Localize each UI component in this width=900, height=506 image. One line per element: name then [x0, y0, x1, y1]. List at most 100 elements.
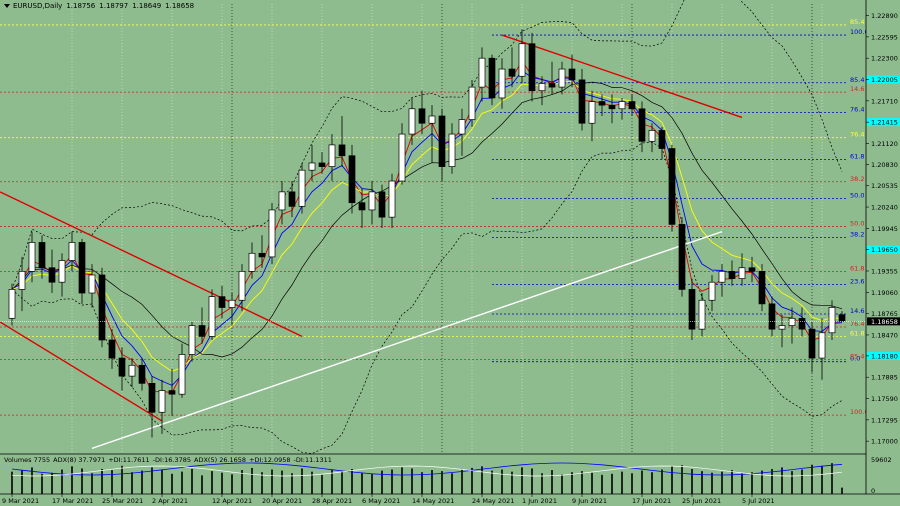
candle-body [408, 108, 416, 135]
white-trendline [91, 230, 723, 450]
candle-body [178, 354, 186, 395]
plus-di-label: +DI:11.7611 [108, 456, 150, 464]
di-line [11, 465, 843, 477]
price-tick-label: 1.22595 [871, 33, 898, 41]
time-tick-label: 20 Apr 2021 [262, 497, 302, 505]
candle-body [348, 155, 356, 204]
price-tick-label: 1.19945 [871, 225, 898, 233]
candle-body [638, 108, 646, 142]
candle-body [838, 314, 846, 322]
fib-level-label: 14.6 [850, 307, 864, 315]
volumes-label: Volumes 7755 [4, 456, 51, 464]
red-trendline-lower [0, 321, 163, 422]
candle-body [38, 242, 46, 269]
open-value: 1.18756 [66, 2, 96, 10]
fib-level-label: 100.0 [850, 28, 869, 36]
fib-level-label: 50.0 [850, 191, 864, 199]
fib-level-label: 85.4 [850, 18, 864, 26]
fib-level-label: 61.8 [850, 329, 864, 337]
price-tick-label: 1.20535 [871, 182, 898, 190]
current-price-box [867, 317, 900, 326]
price-tick-label: 1.18470 [871, 331, 898, 339]
time-tick-label: 25 Jun 2021 [682, 497, 721, 505]
price-tick-label: 1.19355 [871, 267, 898, 275]
candle-body [138, 364, 146, 384]
bollinger-upper [11, 0, 843, 290]
candles [0, 29, 866, 438]
candle-body [498, 68, 506, 99]
volume-tick-label: 0 [871, 487, 875, 495]
price-tick-label: 1.18180 [871, 352, 898, 360]
candle-body [608, 104, 616, 110]
candle-body [618, 101, 626, 110]
candle-body [288, 191, 296, 207]
candle-body [198, 325, 206, 337]
fib-level-label: 61.8 [850, 152, 864, 160]
candle-body [418, 108, 426, 124]
symbol-label: EURUSD,Daily [13, 2, 63, 10]
chart-header: EURUSD,Daily 1.18756 1.18797 1.18649 1.18658 [4, 2, 198, 10]
candle-body [488, 57, 496, 99]
volume-header: Volumes 7755 ADX(8) 37.7971 +DI:11.7611 -DI… [4, 456, 335, 464]
candle-body [748, 267, 756, 272]
candle-body [378, 191, 386, 218]
high-value: 1.18797 [99, 2, 129, 10]
candle-body [738, 267, 746, 279]
ma-black [11, 81, 843, 358]
fib-level-label: 14.6 [850, 85, 864, 93]
time-tick-label: 17 Jun 2021 [632, 497, 671, 505]
fib-level-label: 76.4 [850, 320, 864, 328]
price-tick-label: 1.22005 [871, 76, 898, 84]
candle-body [758, 271, 766, 305]
candle-body [578, 79, 586, 124]
time-tick-label: 9 Mar 2021 [2, 497, 39, 505]
candle-body [278, 191, 286, 211]
candle-body [628, 101, 636, 110]
candle-body [538, 83, 546, 92]
candle-body [208, 296, 216, 337]
candle-body [808, 328, 816, 359]
adx-line [11, 462, 843, 476]
time-tick-label: 17 Mar 2021 [52, 497, 93, 505]
fib-level-label: 50.0 [850, 220, 864, 228]
plus-di2-label: +DI:12.0958 [249, 456, 291, 464]
time-tick-label: 6 May 2021 [362, 497, 400, 505]
price-tick-label: 1.21120 [871, 140, 898, 148]
adx-label: ADX(8) 37.7971 [53, 456, 106, 464]
candle-body [118, 357, 126, 377]
price-tick-label: 1.17590 [871, 395, 898, 403]
candle-body [648, 130, 656, 142]
candle-body [518, 43, 526, 77]
candle-body [828, 307, 836, 334]
candle-body [328, 144, 336, 167]
candle-body [28, 242, 36, 272]
candle-body [298, 169, 306, 207]
bollinger-lower [11, 141, 843, 454]
candle-body [188, 325, 196, 355]
candle-body [818, 332, 826, 359]
price-tick-label: 1.18765 [871, 310, 898, 318]
price-tick-label: 1.17295 [871, 416, 898, 424]
candle-body [18, 271, 26, 290]
low-value: 1.18649 [132, 2, 162, 10]
fib-level-label: 85.4 [850, 76, 864, 84]
candle-body [558, 68, 566, 88]
candle-body [308, 162, 316, 171]
current-price-label: 1.18658 [871, 318, 898, 326]
dropdown-icon[interactable] [4, 4, 10, 8]
candle-body [428, 115, 436, 124]
candle-body [768, 303, 776, 330]
time-tick-label: 5 Jul 2021 [742, 497, 775, 505]
candle-body [48, 267, 56, 283]
minus-di2-label: -DI:11.1311 [293, 456, 332, 464]
price-tick-label: 1.21710 [871, 97, 898, 105]
volume-tick-label: 59602 [871, 456, 892, 464]
candle-body [688, 289, 696, 330]
candle-body [98, 274, 106, 341]
red-trendline-descending [501, 34, 743, 119]
candle-body [668, 148, 676, 225]
price-tick-label: 1.17885 [871, 374, 898, 382]
fib-level-label: 100.0 [850, 408, 869, 416]
candle-body [798, 317, 806, 330]
